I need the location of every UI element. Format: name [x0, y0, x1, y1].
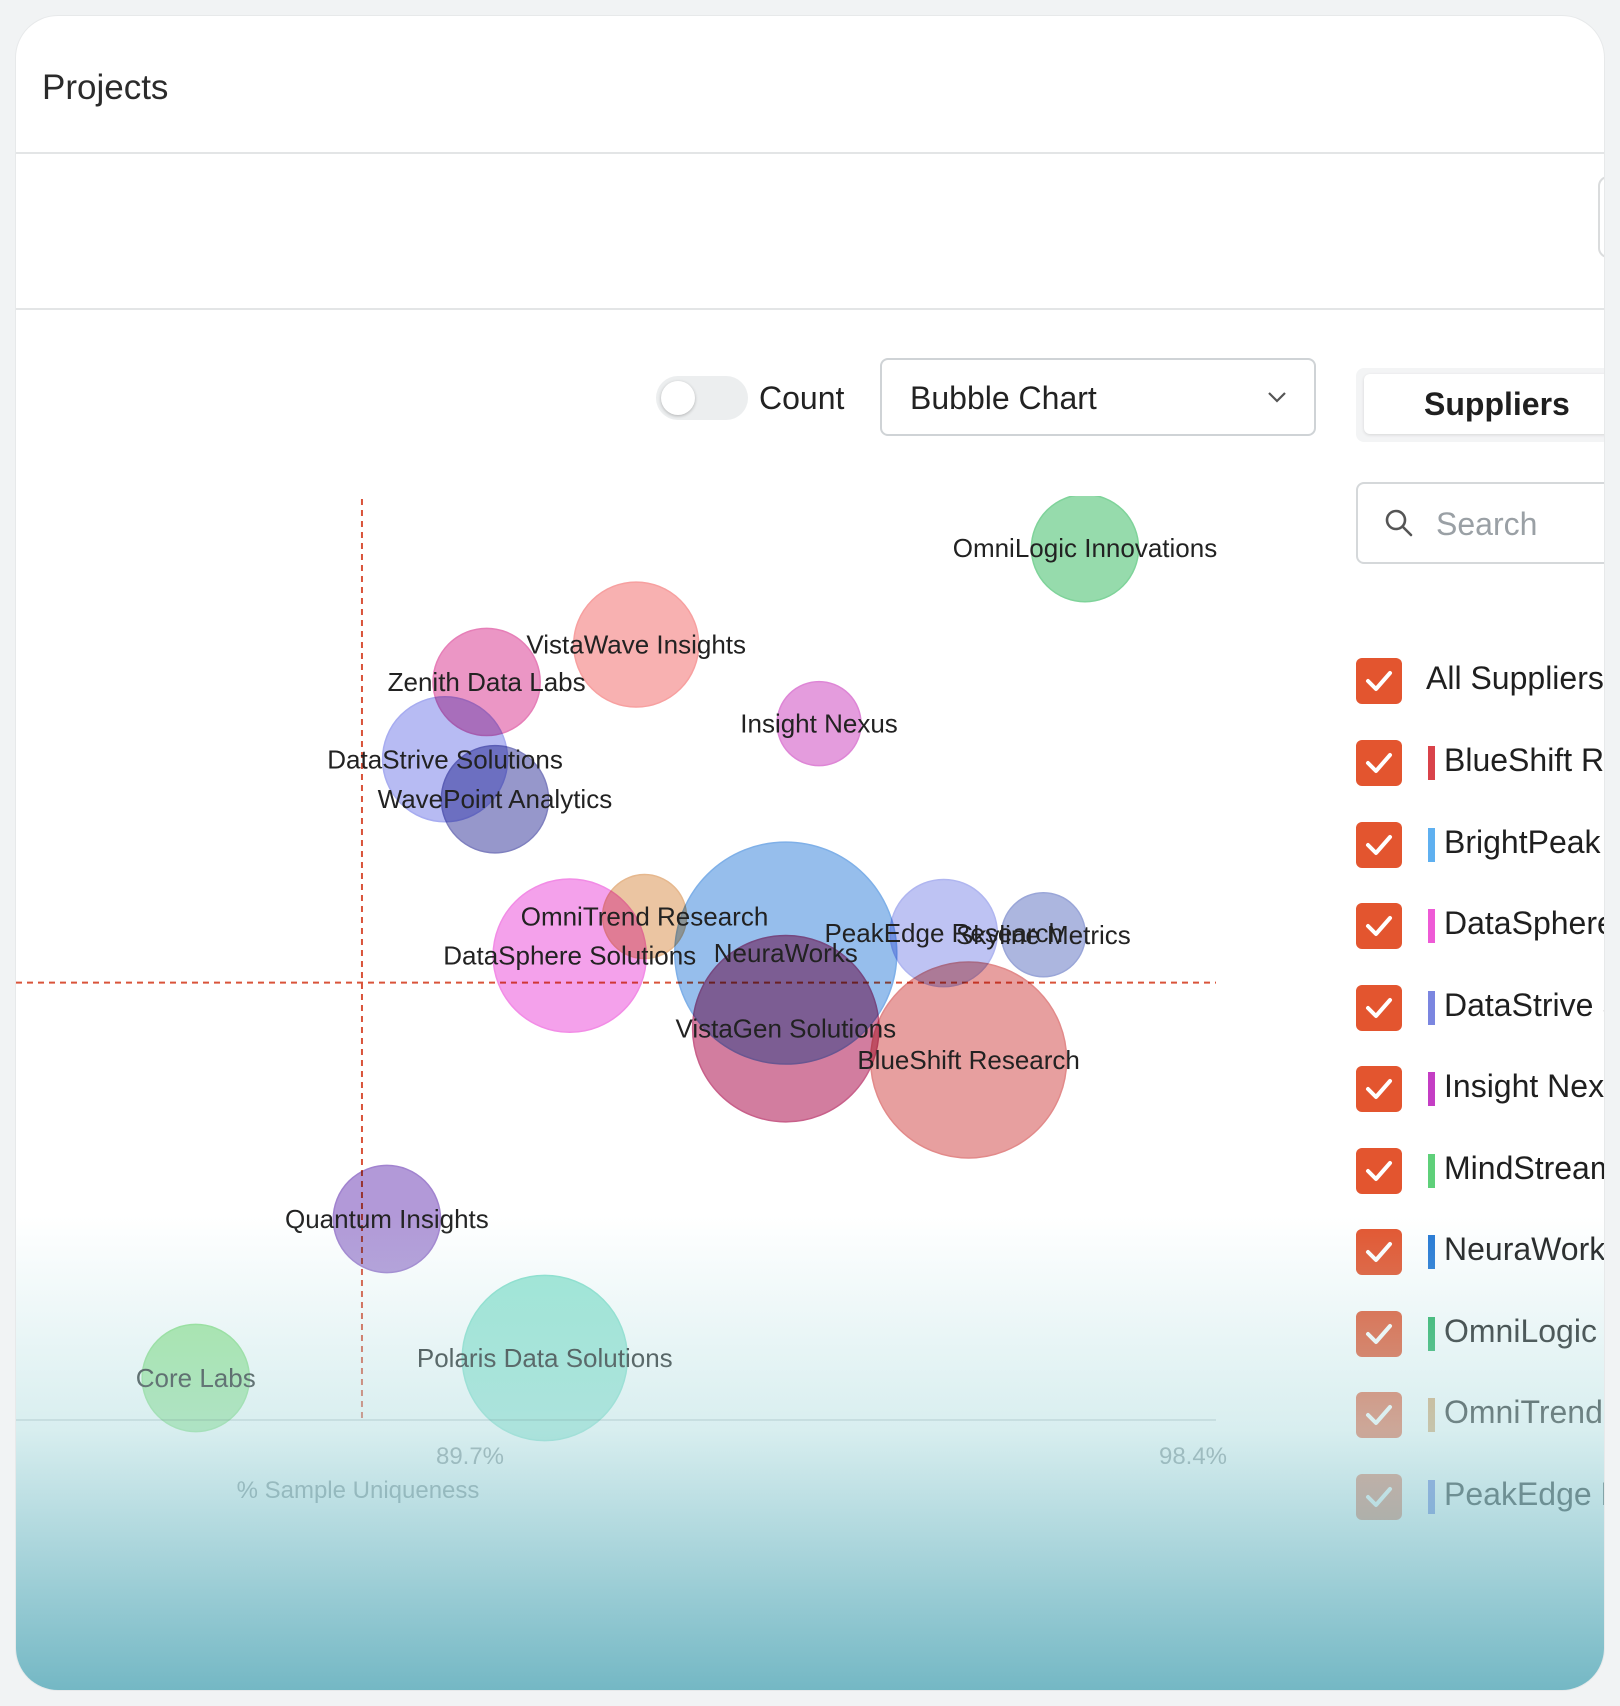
bubble-label: DataStrive Solutions	[327, 744, 563, 774]
supplier-label: DataSphere	[1444, 905, 1604, 941]
supplier-label: Insight Nex	[1444, 1068, 1604, 1104]
bubble	[492, 878, 648, 1034]
check-icon	[1366, 998, 1392, 1018]
supplier-item[interactable]: BlueShift Re	[1356, 740, 1604, 786]
x-axis-label: % Sample Uniqueness	[237, 1477, 480, 1504]
bubble	[572, 581, 700, 708]
supplier-checkbox[interactable]	[1356, 1474, 1402, 1520]
supplier-search-input[interactable]: Search	[1356, 482, 1604, 564]
bubble-label: Insight Nexus	[740, 709, 898, 739]
supplier-label: PeakEdge F	[1444, 1476, 1604, 1512]
bubble	[869, 961, 1068, 1159]
bubble-label: Quantum Insights	[285, 1204, 489, 1234]
supplier-label: BrightPeak	[1444, 824, 1601, 860]
bubble-label: Zenith Data Labs	[388, 667, 586, 697]
supplier-label: OmniLogic	[1444, 1313, 1597, 1349]
supplier-item[interactable]: DataStrive S	[1356, 985, 1604, 1031]
tab-suppliers-surface: Suppliers	[1364, 374, 1604, 434]
check-icon	[1366, 835, 1392, 855]
supplier-checkbox[interactable]	[1356, 1311, 1402, 1357]
bubble-chart: OmniLogic Innovations VistaWave Insights Z…	[16, 496, 1227, 1504]
supplier-checkbox[interactable]	[1356, 1229, 1402, 1275]
check-icon	[1366, 1079, 1392, 1099]
tab-suppliers[interactable]: Suppliers	[1356, 368, 1604, 442]
bubble	[1000, 892, 1087, 978]
chart-type-value: Bubble Chart	[910, 380, 1097, 416]
bubble	[1030, 496, 1140, 603]
supplier-label: MindStream	[1444, 1150, 1604, 1186]
supplier-item[interactable]: PeakEdge F	[1356, 1474, 1604, 1520]
supplier-item[interactable]: OmniTrend	[1356, 1392, 1604, 1438]
supplier-color-swatch	[1428, 1154, 1435, 1188]
bubble-label: OmniLogic Innovations	[953, 533, 1217, 563]
supplier-checkbox[interactable]	[1356, 985, 1402, 1031]
search-placeholder: Search	[1436, 506, 1538, 542]
supplier-checkbox[interactable]	[1356, 740, 1402, 786]
supplier-item[interactable]: MindStream	[1356, 1148, 1604, 1194]
check-icon	[1366, 1161, 1392, 1181]
bubble-label: VistaGen Solutions	[675, 1014, 896, 1044]
app-window: Projects Count Bubble Chart Suppliers Se…	[16, 16, 1604, 1690]
checkbox-all-suppliers[interactable]	[1356, 658, 1402, 704]
supplier-item[interactable]: DataSphere	[1356, 903, 1604, 949]
toggle-knob	[661, 381, 695, 415]
supplier-checkbox[interactable]	[1356, 1066, 1402, 1112]
chevron-down-icon	[1268, 392, 1286, 403]
supplier-color-swatch	[1428, 1398, 1435, 1432]
check-icon	[1366, 753, 1392, 773]
supplier-item[interactable]: OmniLogic	[1356, 1311, 1604, 1357]
supplier-checkbox[interactable]	[1356, 903, 1402, 949]
bubble-label: OmniTrend Research	[521, 902, 769, 932]
supplier-label: NeuraWork	[1444, 1231, 1604, 1267]
supplier-checkbox[interactable]	[1356, 1148, 1402, 1194]
x-tick-label: 98.4%	[1159, 1443, 1227, 1470]
tab-suppliers-label: Suppliers	[1424, 386, 1570, 422]
check-icon	[1366, 671, 1392, 691]
filter-bar-divider	[16, 308, 1604, 310]
supplier-color-swatch	[1428, 1072, 1435, 1106]
supplier-label-all: All Suppliers	[1426, 660, 1604, 696]
bubble-label: VistaWave Insights	[526, 630, 746, 660]
page-title: Projects	[42, 68, 169, 107]
supplier-label: DataStrive S	[1444, 987, 1604, 1023]
supplier-item[interactable]: Insight Nex	[1356, 1066, 1604, 1112]
filter-button-stub[interactable]	[1598, 176, 1604, 258]
supplier-checkbox[interactable]	[1356, 1392, 1402, 1438]
header-divider	[16, 152, 1604, 154]
supplier-color-swatch	[1428, 1480, 1435, 1514]
supplier-item[interactable]: NeuraWork	[1356, 1229, 1604, 1275]
bubble	[440, 744, 550, 854]
bubble-label: Polaris Data Solutions	[417, 1343, 673, 1373]
check-icon	[1366, 916, 1392, 936]
supplier-item[interactable]: BrightPeak	[1356, 822, 1604, 868]
check-icon	[1366, 1324, 1392, 1344]
bubble-label: DataSphere Solutions	[443, 941, 696, 971]
supplier-item-all[interactable]: All Suppliers	[1356, 658, 1604, 704]
supplier-color-swatch	[1428, 991, 1435, 1025]
supplier-checkbox[interactable]	[1356, 822, 1402, 868]
supplier-color-swatch	[1428, 909, 1435, 943]
bubble-label: BlueShift Research	[857, 1045, 1080, 1075]
chart-type-select[interactable]: Bubble Chart	[880, 358, 1316, 436]
supplier-label: OmniTrend	[1444, 1394, 1603, 1430]
check-icon	[1366, 1405, 1392, 1425]
count-toggle-label: Count	[759, 380, 845, 416]
bubble-label: Core Labs	[136, 1363, 256, 1393]
supplier-color-swatch	[1428, 746, 1435, 780]
supplier-label: BlueShift Re	[1444, 742, 1604, 778]
bubble-label: PeakEdge Research	[824, 918, 1062, 948]
bubble-label: WavePoint Analytics	[378, 784, 613, 814]
supplier-color-swatch	[1428, 1235, 1435, 1269]
check-icon	[1366, 1242, 1392, 1262]
bubble-label: NeuraWorks	[714, 938, 858, 968]
check-icon	[1366, 1487, 1392, 1507]
count-toggle[interactable]	[656, 376, 748, 420]
supplier-color-swatch	[1428, 828, 1435, 862]
bubble-label: Skyline Metrics	[956, 920, 1131, 950]
x-tick-label: 89.7%	[436, 1443, 504, 1470]
supplier-color-swatch	[1428, 1317, 1435, 1351]
bubble	[776, 680, 862, 767]
search-icon	[1385, 509, 1413, 537]
